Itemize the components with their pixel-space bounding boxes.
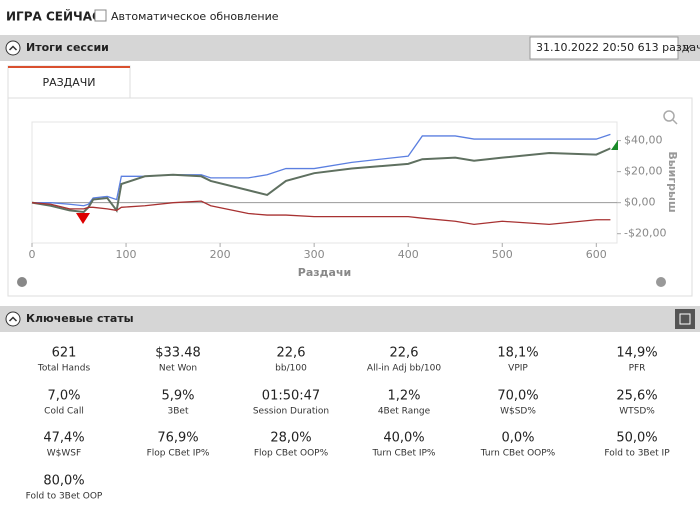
- section-bar: [0, 306, 700, 332]
- section-title: Ключевые статы: [26, 312, 134, 325]
- stat-label: Flop CBet OOP%: [254, 449, 329, 459]
- x-tick-label: 100: [116, 248, 137, 261]
- stat-value: 18,1%: [497, 346, 538, 361]
- stat-label: 3Bet: [168, 407, 189, 417]
- stat-value: 80,0%: [43, 474, 84, 489]
- stat-label: Net Won: [159, 364, 197, 374]
- stat-value: 70,0%: [497, 389, 538, 404]
- settings-icon[interactable]: [17, 277, 27, 287]
- chevron: [8, 45, 18, 51]
- stat-value: 28,0%: [270, 431, 311, 446]
- checkbox-label[interactable]: Автоматическое обновление: [111, 10, 279, 23]
- chart-panel: [7, 97, 693, 297]
- chart: $40,00 $20,00 $0,00 -$20,00 0 100 200 300 400 500…: [29, 121, 679, 279]
- stat-value: 14,9%: [616, 346, 657, 361]
- chevron: [8, 316, 18, 322]
- layout-button[interactable]: [675, 309, 695, 329]
- tab[interactable]: [7, 65, 131, 99]
- stat-label: W$SD%: [500, 407, 536, 417]
- stat-label: WTSD%: [619, 407, 655, 417]
- collapse-icon[interactable]: [5, 311, 21, 327]
- zoom-handle: [672, 119, 678, 125]
- stat-value: 01:50:47: [262, 389, 320, 404]
- layout-icon: [679, 313, 691, 325]
- stat-label: Cold Call: [44, 407, 84, 417]
- stat-value: 50,0%: [616, 431, 657, 446]
- stat-value: 22,6: [277, 346, 306, 361]
- stat-value: 7,0%: [47, 389, 80, 404]
- stat-label: Session Duration: [253, 407, 329, 417]
- stat-label: Total Hands: [37, 364, 91, 374]
- stat-label: VPIP: [508, 364, 528, 374]
- tab-label[interactable]: РАЗДАЧИ: [42, 76, 95, 89]
- stat-label: PFR: [629, 364, 646, 374]
- series-line: [31, 147, 611, 214]
- stat-label: bb/100: [275, 364, 307, 374]
- stat-label: Turn CBet IP%: [372, 449, 436, 459]
- collapse-icon[interactable]: [5, 40, 21, 56]
- stat-value: 76,9%: [157, 431, 198, 446]
- y-tick-label: $20,00: [624, 165, 663, 178]
- y-axis-label: Выигрыш: [666, 151, 679, 212]
- stat-value: $33.48: [155, 346, 201, 361]
- stat-label: Fold to 3Bet IP: [604, 449, 670, 459]
- x-tick-label: 0: [29, 248, 36, 261]
- stat-label: 4Bet Range: [378, 407, 431, 417]
- series-line: [32, 133, 611, 207]
- x-tick-label: 200: [210, 248, 231, 261]
- dropdown[interactable]: [529, 36, 679, 60]
- zoom-icon[interactable]: [663, 110, 675, 122]
- series-line: [31, 200, 611, 226]
- stat-value: 47,4%: [43, 431, 84, 446]
- stat-label: W$WSF: [47, 449, 81, 459]
- section-title: Итоги сессии: [26, 41, 109, 54]
- stat-label: Turn CBet OOP%: [480, 449, 556, 459]
- stat-value: 40,0%: [383, 431, 424, 446]
- stats-grid: 621 Total Hands $33.48 Net Won 22,6 bb/100 22,…: [26, 346, 671, 502]
- stat-value: 0,0%: [501, 431, 534, 446]
- loss-marker: [76, 213, 90, 224]
- stat-label: All-in Adj bb/100: [367, 364, 441, 374]
- page-title: ИГРА СЕЙЧАС: [6, 9, 101, 24]
- checkbox[interactable]: [94, 9, 107, 22]
- x-tick-label: 600: [586, 248, 607, 261]
- stat-label: Flop CBet IP%: [147, 449, 210, 459]
- x-axis-label: Раздачи: [298, 266, 351, 279]
- dropdown-text[interactable]: 31.10.2022 20:50 613 раздач): [536, 41, 700, 54]
- stat-value: 22,6: [390, 346, 419, 361]
- y-tick-label: $0,00: [624, 196, 656, 209]
- stat-value: 1,2%: [387, 389, 420, 404]
- stat-value: 621: [52, 346, 77, 361]
- stat-label: Fold to 3Bet OOP: [26, 492, 103, 502]
- x-tick-label: 500: [492, 248, 513, 261]
- win-marker: [611, 140, 618, 150]
- stat-value: 25,6%: [616, 389, 657, 404]
- plot-area: [31, 121, 618, 244]
- y-tick-label: $40,00: [624, 134, 663, 147]
- x-tick-label: 400: [398, 248, 419, 261]
- x-tick-label: 300: [304, 248, 325, 261]
- info-icon[interactable]: [656, 277, 666, 287]
- dropdown-arrow: [682, 44, 692, 51]
- y-tick-label: -$20,00: [624, 227, 666, 240]
- stat-value: 5,9%: [161, 389, 194, 404]
